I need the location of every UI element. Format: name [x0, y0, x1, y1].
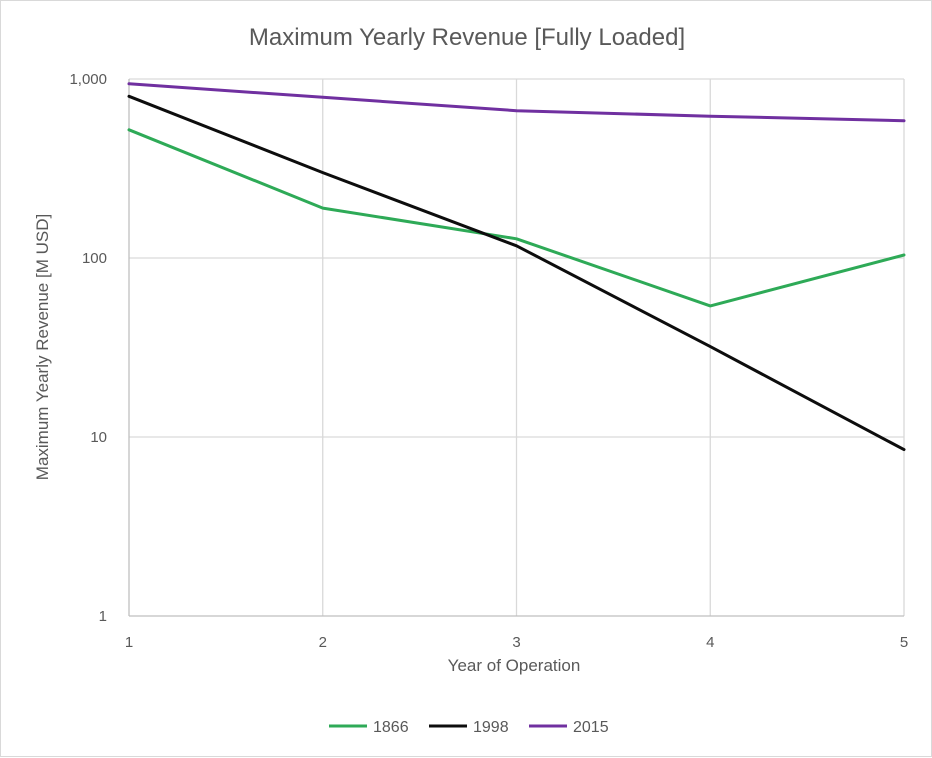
- y-tick-label: 10: [90, 429, 107, 446]
- legend-item-2015: 2015: [529, 719, 609, 736]
- y-tick-label: 100: [82, 250, 107, 267]
- legend-label: 1998: [473, 719, 509, 736]
- x-tick-label: 5: [900, 634, 908, 651]
- series-line-1866: [127, 128, 906, 308]
- x-tick-label: 2: [319, 634, 327, 651]
- series-layer: [127, 82, 906, 452]
- x-tick-label: 1: [125, 634, 133, 651]
- x-tick-label: 3: [512, 634, 520, 651]
- legend-item-1866: 1866: [329, 719, 409, 736]
- legend-label: 1866: [373, 719, 409, 736]
- y-tick-label: 1,000: [69, 71, 107, 88]
- chart-title: Maximum Yearly Revenue [Fully Loaded]: [249, 24, 685, 51]
- y-tick-label: 1: [99, 608, 107, 625]
- y-axis-title: Maximum Yearly Revenue [M USD]: [33, 214, 52, 480]
- series-line-2015: [127, 82, 906, 123]
- grid-layer: [129, 78, 905, 616]
- x-axis-title: Year of Operation: [448, 656, 581, 675]
- legend-label: 2015: [573, 719, 609, 736]
- x-tick-label: 4: [706, 634, 714, 651]
- series-line-1998: [127, 94, 906, 452]
- legend: 1866 1998 2015: [329, 719, 609, 736]
- axis-layer: 1 10 100 1,000 1 2 3 4 5: [69, 71, 908, 651]
- legend-item-1998: 1998: [429, 719, 509, 736]
